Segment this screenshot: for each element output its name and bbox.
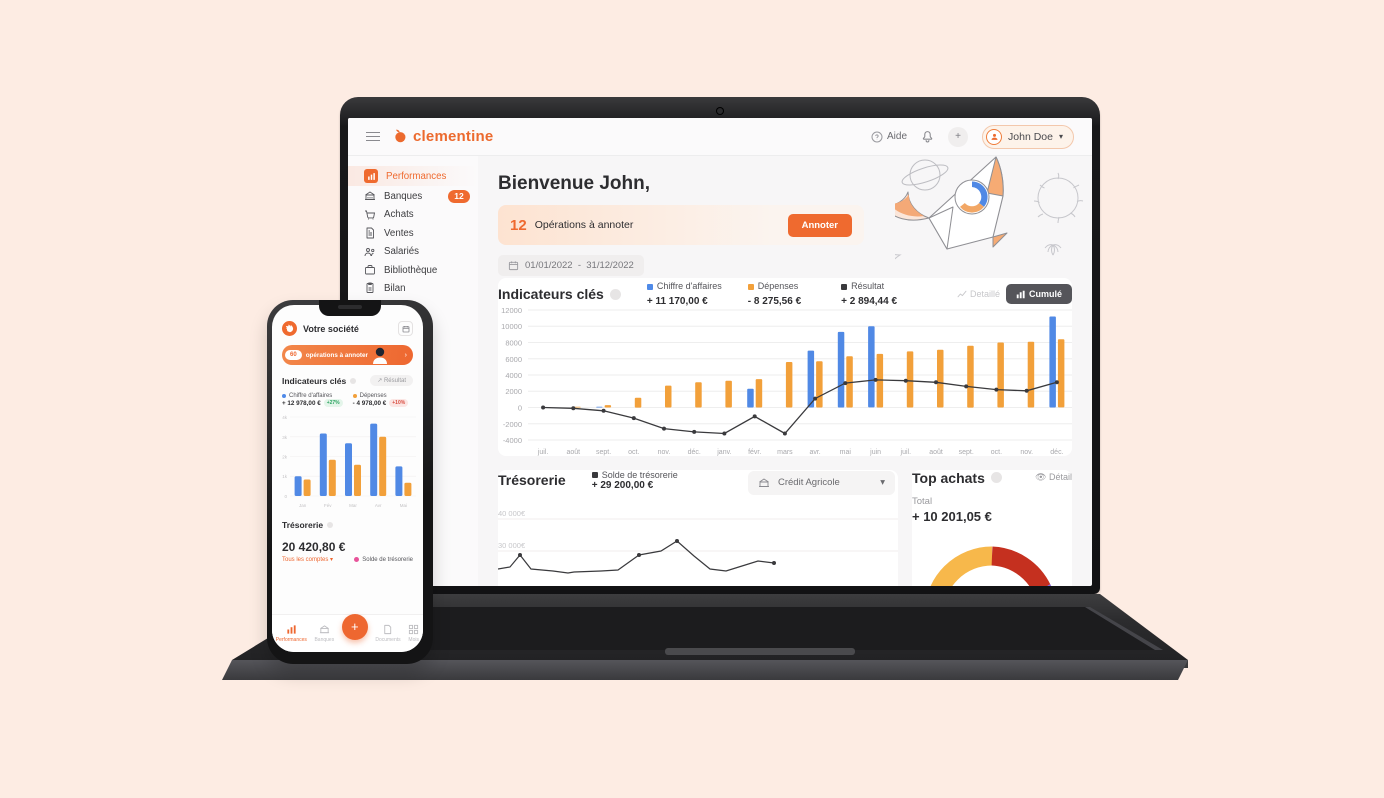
svg-text:1k: 1k bbox=[282, 474, 288, 479]
svg-text:3k: 3k bbox=[282, 435, 288, 440]
svg-text:2k: 2k bbox=[282, 455, 288, 460]
svg-text:Mar: Mar bbox=[349, 503, 357, 508]
svg-text:0: 0 bbox=[284, 494, 287, 499]
svg-text:Fév: Fév bbox=[324, 503, 332, 508]
svg-text:Mai: Mai bbox=[400, 503, 407, 508]
svg-text:Avr: Avr bbox=[375, 503, 382, 508]
svg-text:Jan: Jan bbox=[299, 503, 307, 508]
svg-text:4k: 4k bbox=[282, 415, 288, 420]
